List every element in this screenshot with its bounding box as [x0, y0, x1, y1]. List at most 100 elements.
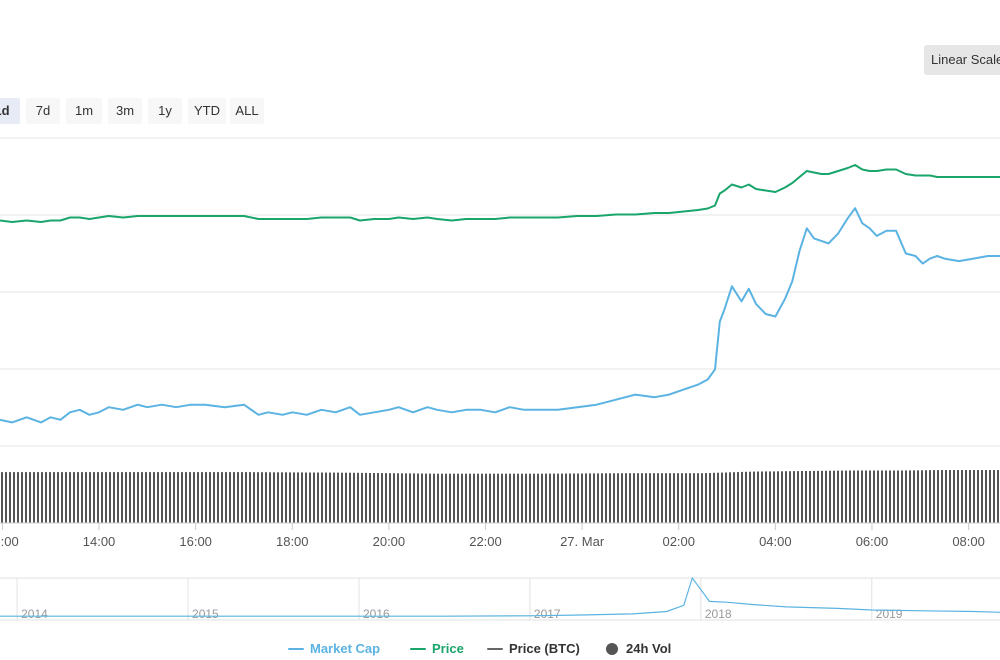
volume-bar-210	[841, 470, 843, 523]
volume-bar-35	[141, 472, 143, 523]
volume-bar-174	[697, 473, 699, 523]
volume-bar-177	[709, 473, 711, 523]
volume-bar-96	[385, 473, 387, 523]
range-button-3m[interactable]: 3m	[108, 98, 142, 124]
legend-label-24h-vol: 24h Vol	[626, 641, 672, 656]
volume-bar-242	[969, 470, 971, 523]
volume-bar-105	[421, 473, 423, 523]
volume-bar-99	[397, 473, 399, 523]
volume-bar-37	[149, 472, 151, 523]
volume-bar-224	[897, 470, 899, 523]
range-button-all[interactable]: ALL	[230, 98, 264, 124]
volume-bar-232	[929, 470, 931, 523]
x-tick-label-8: 04:00	[759, 534, 792, 549]
volume-bar-73	[293, 472, 295, 523]
volume-bar-246	[985, 470, 987, 523]
x-tick-label-7: 02:00	[662, 534, 695, 549]
volume-bar-132	[529, 473, 531, 523]
volume-bar-100	[401, 473, 403, 523]
volume-bar-9	[37, 472, 39, 523]
range-button-1y[interactable]: 1y	[148, 98, 182, 124]
volume-bar-95	[381, 473, 383, 523]
volume-bar-94	[377, 473, 379, 523]
volume-bar-117	[469, 473, 471, 523]
volume-bar-29	[117, 472, 119, 523]
volume-bar-223	[893, 470, 895, 523]
volume-bar-32	[129, 472, 131, 523]
volume-bar-65	[261, 472, 263, 523]
volume-bar-15	[61, 472, 63, 523]
legend-swatch-market-cap	[288, 648, 304, 650]
legend-swatch-price	[410, 648, 426, 650]
volume-bar-220	[881, 470, 883, 523]
volume-bar-143	[573, 473, 575, 523]
volume-bar-38	[153, 472, 155, 523]
volume-bar-104	[417, 473, 419, 523]
volume-bar-44	[177, 472, 179, 523]
volume-bar-157	[629, 473, 631, 523]
volume-bar-92	[369, 473, 371, 523]
volume-bar-172	[689, 473, 691, 523]
volume-bar-20	[81, 472, 83, 523]
volume-bar-93	[373, 473, 375, 523]
volume-bar-98	[393, 473, 395, 523]
volume-bar-16	[65, 472, 67, 523]
linear-scale-button[interactable]: Linear Scale	[924, 45, 1000, 75]
range-button-7d[interactable]: 7d	[26, 98, 60, 124]
volume-bar-199	[797, 471, 799, 523]
volume-bar-228	[913, 470, 915, 523]
volume-bar-3	[13, 472, 15, 523]
volume-bar-178	[713, 472, 715, 523]
volume-bar-219	[877, 470, 879, 523]
volume-bar-119	[477, 473, 479, 523]
volume-bar-200	[801, 471, 803, 523]
volume-bar-195	[781, 471, 783, 523]
volume-bar-133	[533, 473, 535, 523]
volume-bar-21	[85, 472, 87, 523]
range-button-1d[interactable]: 1d	[0, 98, 20, 124]
volume-bar-63	[253, 472, 255, 523]
legend-label-price: Price	[432, 641, 464, 656]
volume-bar-159	[637, 473, 639, 523]
volume-bar-155	[621, 473, 623, 523]
volume-bar-127	[509, 473, 511, 523]
volume-bar-82	[329, 472, 331, 523]
volume-bar-5	[21, 472, 23, 523]
navigator-label-1: 2015	[192, 607, 219, 621]
volume-bar-14	[57, 472, 59, 523]
volume-bar-67	[269, 472, 271, 523]
range-button-1m[interactable]: 1m	[66, 98, 102, 124]
volume-bar-77	[309, 472, 311, 523]
volume-bar-189	[757, 471, 759, 523]
range-button-ytd[interactable]: YTD	[188, 98, 226, 124]
volume-bar-164	[657, 473, 659, 523]
volume-bar-88	[353, 472, 355, 523]
volume-bar-108	[433, 473, 435, 523]
volume-bar-50	[201, 472, 203, 523]
volume-bar-237	[949, 470, 951, 523]
x-tick-label-3: 18:00	[276, 534, 309, 549]
volume-bar-185	[741, 471, 743, 523]
navigator-label-0: 2014	[21, 607, 48, 621]
volume-bar-42	[169, 472, 171, 523]
volume-bar-80	[321, 472, 323, 523]
volume-bar-201	[805, 471, 807, 523]
volume-bar-175	[701, 473, 703, 523]
volume-bar-10	[41, 472, 43, 523]
volume-bar-163	[653, 473, 655, 523]
volume-bar-103	[413, 473, 415, 523]
volume-bar-203	[813, 470, 815, 523]
volume-bar-25	[101, 472, 103, 523]
volume-bar-102	[409, 473, 411, 523]
volume-bar-227	[909, 470, 911, 523]
volume-bar-76	[305, 472, 307, 523]
volume-bar-167	[669, 473, 671, 523]
volume-bar-113	[453, 473, 455, 523]
volume-bar-125	[501, 473, 503, 523]
volume-bar-158	[633, 473, 635, 523]
volume-bar-234	[937, 470, 939, 523]
volume-bar-217	[869, 470, 871, 523]
volume-bar-206	[825, 470, 827, 523]
volume-bar-140	[561, 473, 563, 523]
volume-bar-235	[941, 470, 943, 523]
